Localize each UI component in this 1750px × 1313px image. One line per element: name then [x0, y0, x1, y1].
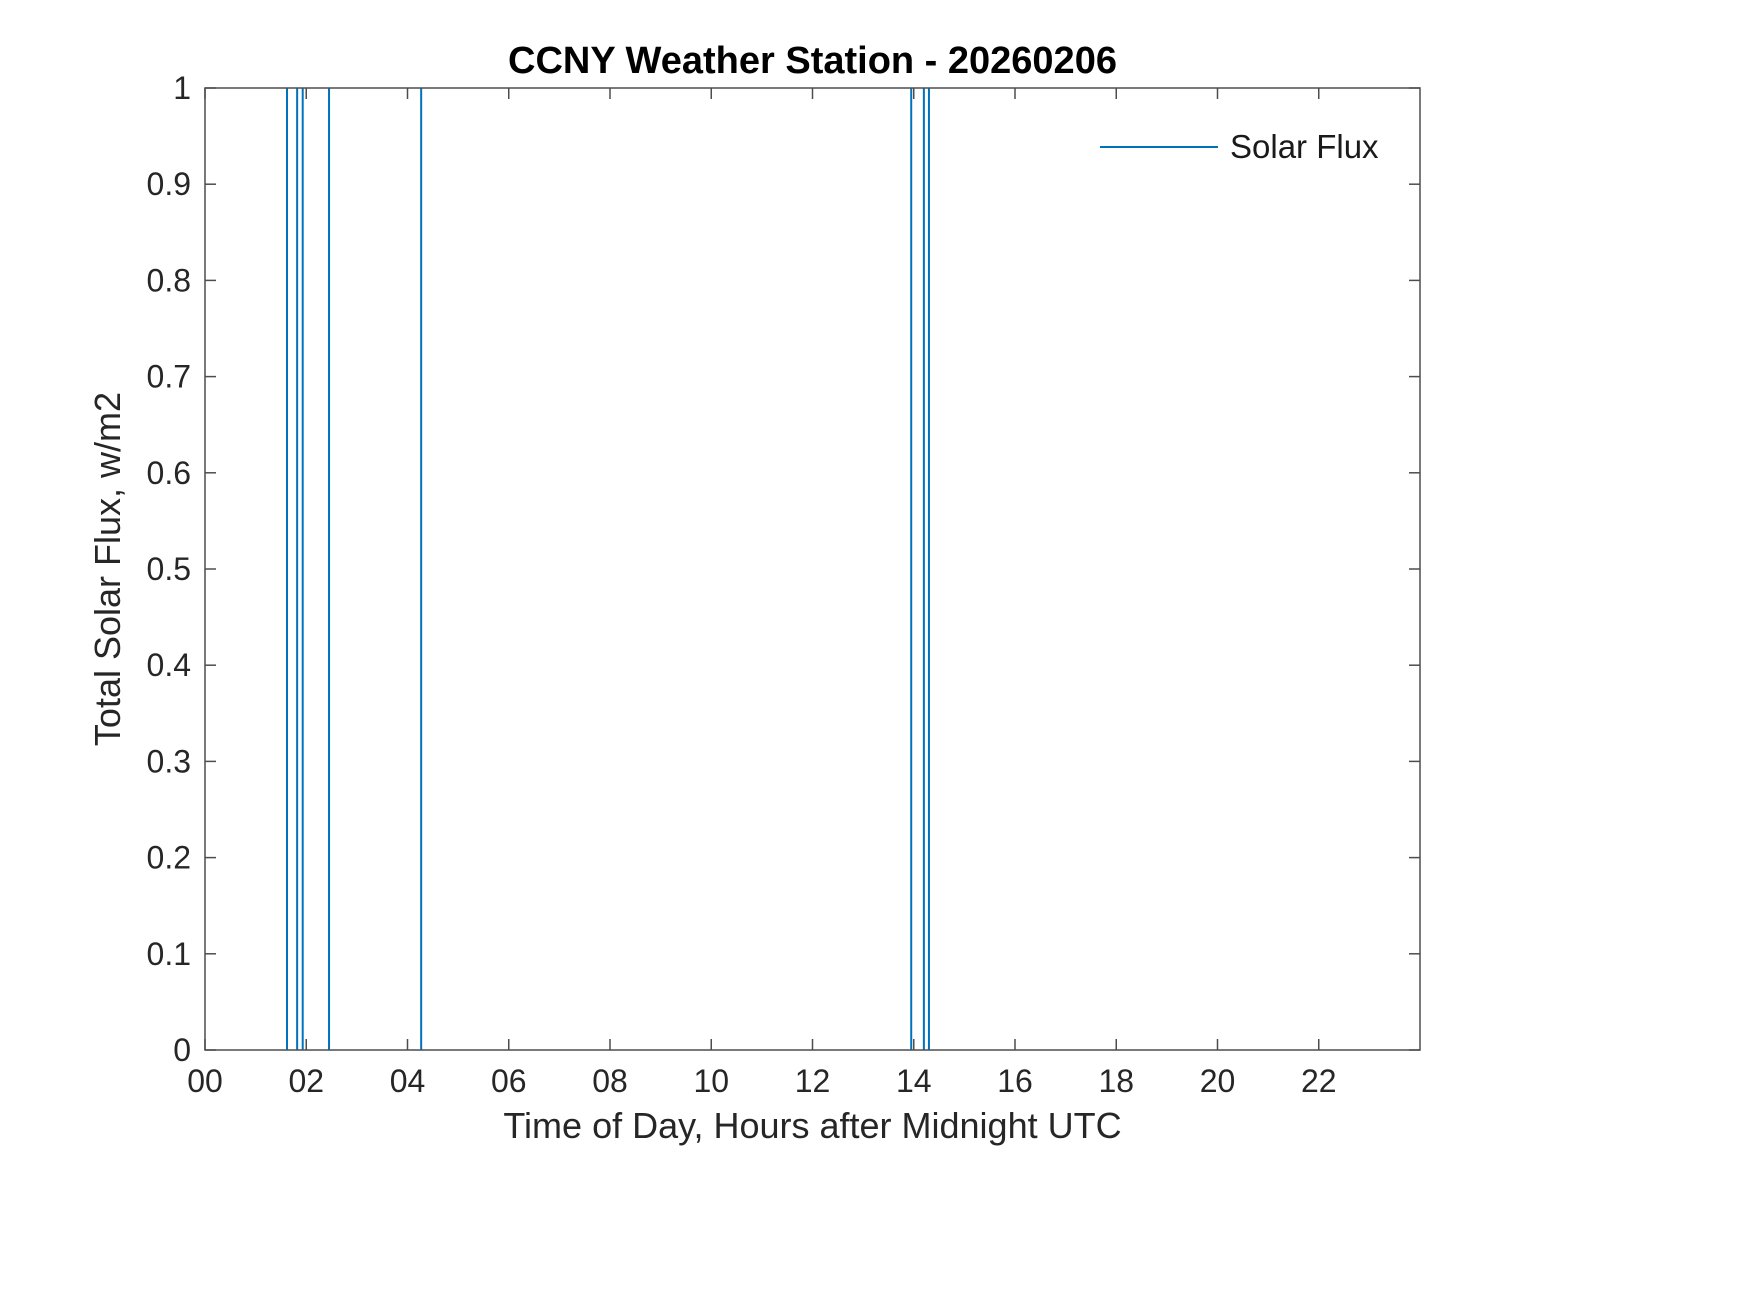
y-tick-label: 0.7	[147, 359, 191, 395]
y-tick-label: 1	[173, 70, 191, 106]
x-tick-label: 10	[693, 1063, 729, 1099]
axes-box	[204, 87, 1421, 1051]
x-tick-label: 14	[896, 1063, 932, 1099]
y-tick-label: 0.5	[147, 551, 191, 587]
y-tick-label: 0.8	[147, 262, 191, 298]
chart-title: CCNY Weather Station - 20260206	[508, 40, 1117, 82]
legend-line-sample-icon	[1100, 146, 1218, 148]
x-tick-label: 08	[592, 1063, 628, 1099]
y-tick-label: 0	[173, 1032, 191, 1068]
x-tick-label: 12	[795, 1063, 831, 1099]
x-tick-label: 22	[1301, 1063, 1337, 1099]
y-tick-label: 0.6	[147, 455, 191, 491]
x-axis-label: Time of Day, Hours after Midnight UTC	[503, 1105, 1122, 1146]
y-tick-label: 0.9	[147, 166, 191, 202]
y-tick-label: 0.2	[147, 840, 191, 876]
legend-entry-solar-flux: Solar Flux	[1230, 128, 1379, 165]
x-tick-label: 16	[997, 1063, 1033, 1099]
x-tick-label: 20	[1200, 1063, 1236, 1099]
x-tick-label: 04	[390, 1063, 426, 1099]
x-tick-label: 00	[187, 1063, 223, 1099]
y-tick-label: 0.1	[147, 936, 191, 972]
y-tick-label: 0.3	[147, 743, 191, 779]
legend: Solar Flux	[1100, 128, 1379, 166]
y-tick-label: 0.4	[147, 647, 191, 683]
x-tick-label: 06	[491, 1063, 527, 1099]
x-tick-label: 18	[1098, 1063, 1134, 1099]
x-tick-label: 02	[288, 1063, 324, 1099]
